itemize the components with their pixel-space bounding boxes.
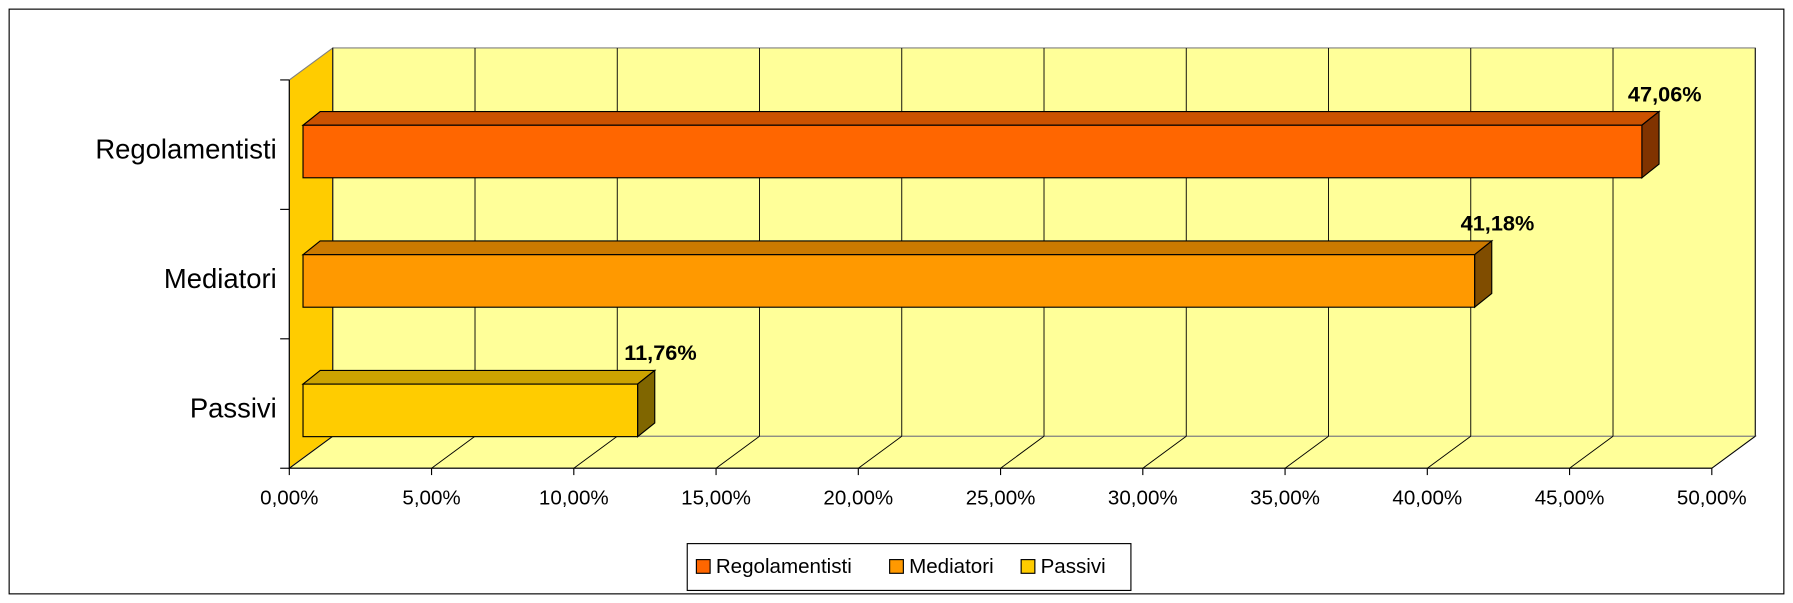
bar-top <box>301 369 657 385</box>
y-tick-label: Passivi <box>190 393 277 424</box>
grid-line <box>573 435 618 469</box>
y-tick-label: Mediatori <box>164 263 277 294</box>
x-tick-label: 10,00% <box>539 487 609 510</box>
legend <box>686 543 1132 592</box>
x-tick-label: 50,00% <box>1677 487 1747 510</box>
legend-swatch <box>695 559 711 574</box>
grid-line <box>1711 435 1756 469</box>
x-tick-label: 35,00% <box>1250 487 1320 510</box>
x-tick-label: 30,00% <box>1108 487 1178 510</box>
value-label: 47,06% <box>1628 81 1702 106</box>
x-tick-label: 40,00% <box>1392 487 1462 510</box>
grid-line <box>1142 435 1187 469</box>
grid-line <box>431 435 476 469</box>
bar-top <box>301 110 1661 126</box>
x-tick-label: 25,00% <box>966 487 1036 510</box>
grid-line <box>858 435 903 469</box>
bar-top <box>301 240 1494 256</box>
x-tick-label: 0,00% <box>260 487 318 510</box>
x-tick-label: 15,00% <box>681 487 751 510</box>
bar <box>302 254 1476 308</box>
grid-line <box>1427 435 1472 469</box>
legend-label: Mediatori <box>909 555 994 578</box>
legend-swatch <box>1020 559 1036 574</box>
grid-line <box>715 435 760 469</box>
x-tick-label: 20,00% <box>823 487 893 510</box>
grid-line <box>289 435 334 469</box>
x-tick-label: 5,00% <box>402 487 460 510</box>
bar <box>302 383 639 438</box>
legend-label: Passivi <box>1041 555 1106 578</box>
bar <box>302 124 1643 179</box>
legend-swatch <box>889 559 904 574</box>
grid-line <box>1284 435 1329 469</box>
legend-label: Regolamentisti <box>716 555 852 578</box>
value-label: 11,76% <box>624 340 696 365</box>
x-tick-label: 45,00% <box>1535 487 1605 510</box>
y-tick-label: Regolamentisti <box>95 134 276 165</box>
grid-line <box>1569 435 1614 469</box>
grid-line <box>1000 435 1045 469</box>
value-label: 41,18% <box>1461 211 1535 236</box>
